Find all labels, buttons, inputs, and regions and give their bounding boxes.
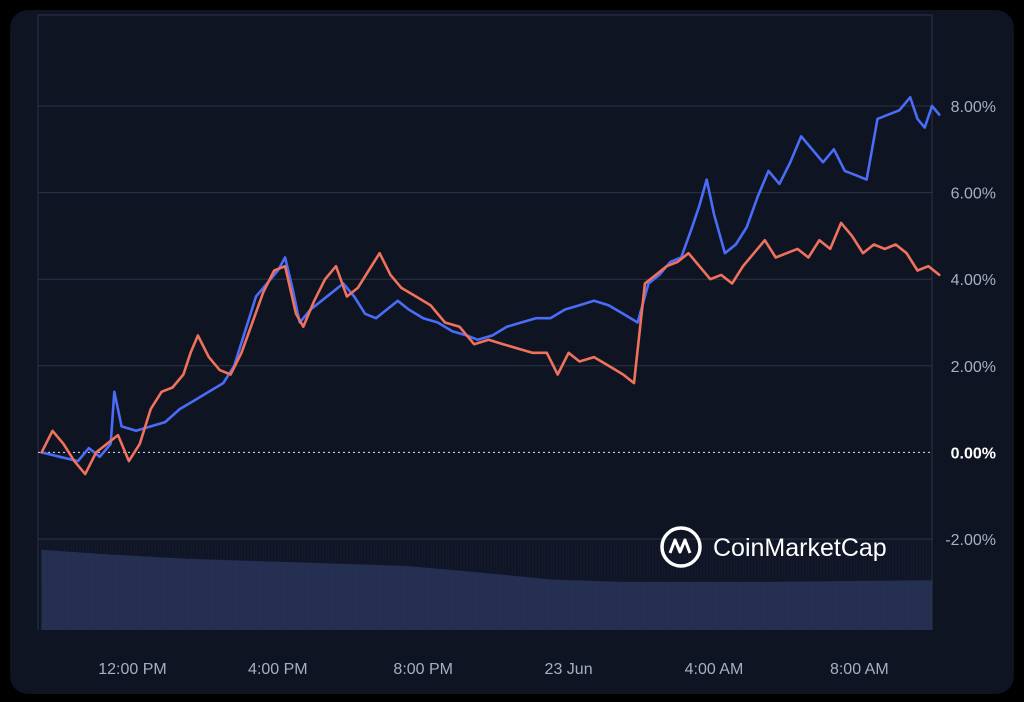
x-tick-label: 4:00 PM: [248, 661, 308, 678]
coinmarketcap-watermark: CoinMarketCap: [660, 526, 887, 568]
x-axis: 12:00 PM 4:00 PM 8:00 PM 23 Jun 4:00 AM 8:00 …: [98, 661, 888, 678]
y-tick-label: 0.00%: [951, 445, 996, 462]
y-tick-label: 6.00%: [951, 186, 996, 203]
y-tick-label: 4.00%: [951, 272, 996, 289]
series-layer: [40, 96, 941, 476]
volume-area-layer: [40, 539, 933, 630]
logo-mark-path: [668, 538, 692, 554]
y-tick-label: 8.00%: [951, 99, 996, 116]
watermark-text: CoinMarketCap: [713, 534, 887, 562]
volume-area: [41, 549, 933, 630]
x-tick-label: 12:00 PM: [98, 661, 166, 678]
orange-series-line: [40, 221, 941, 476]
blue-series-line: [40, 96, 941, 463]
x-tick-label: 8:00 AM: [830, 661, 889, 678]
y-axis: 8.00% 6.00% 4.00% 2.00% 0.00% -2.00%: [945, 99, 996, 549]
x-tick-label: 4:00 AM: [685, 661, 744, 678]
y-tick-label: 2.00%: [951, 359, 996, 376]
x-tick-label: 23 Jun: [545, 661, 593, 678]
coinmarketcap-logo-icon: [660, 526, 702, 568]
x-tick-label: 8:00 PM: [393, 661, 453, 678]
y-tick-label: -2.00%: [945, 532, 996, 549]
